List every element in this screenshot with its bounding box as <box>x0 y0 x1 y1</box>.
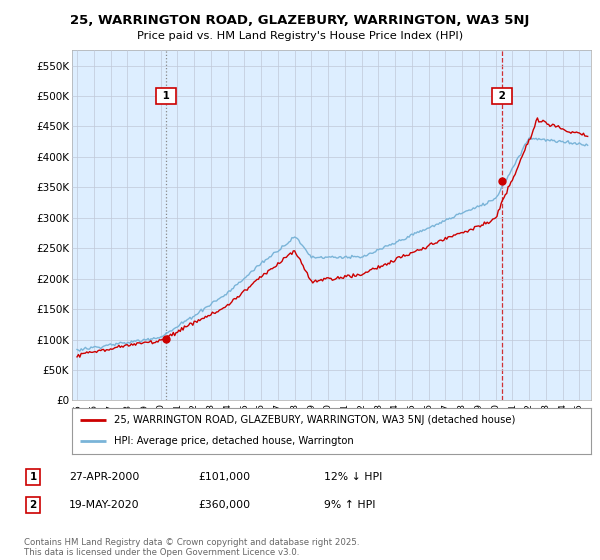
Text: 12% ↓ HPI: 12% ↓ HPI <box>324 472 382 482</box>
Text: £360,000: £360,000 <box>198 500 250 510</box>
Text: 1: 1 <box>29 472 37 482</box>
Text: Price paid vs. HM Land Registry's House Price Index (HPI): Price paid vs. HM Land Registry's House … <box>137 31 463 41</box>
Text: £101,000: £101,000 <box>198 472 250 482</box>
Text: 2: 2 <box>494 91 509 101</box>
Text: 1: 1 <box>159 91 173 101</box>
Text: 25, WARRINGTON ROAD, GLAZEBURY, WARRINGTON, WA3 5NJ: 25, WARRINGTON ROAD, GLAZEBURY, WARRINGT… <box>70 14 530 27</box>
Text: 25, WARRINGTON ROAD, GLAZEBURY, WARRINGTON, WA3 5NJ (detached house): 25, WARRINGTON ROAD, GLAZEBURY, WARRINGT… <box>113 415 515 425</box>
Text: 2: 2 <box>29 500 37 510</box>
Text: 9% ↑ HPI: 9% ↑ HPI <box>324 500 376 510</box>
Text: 19-MAY-2020: 19-MAY-2020 <box>69 500 140 510</box>
Text: HPI: Average price, detached house, Warrington: HPI: Average price, detached house, Warr… <box>113 436 353 446</box>
Text: Contains HM Land Registry data © Crown copyright and database right 2025.
This d: Contains HM Land Registry data © Crown c… <box>24 538 359 557</box>
Text: 27-APR-2000: 27-APR-2000 <box>69 472 139 482</box>
